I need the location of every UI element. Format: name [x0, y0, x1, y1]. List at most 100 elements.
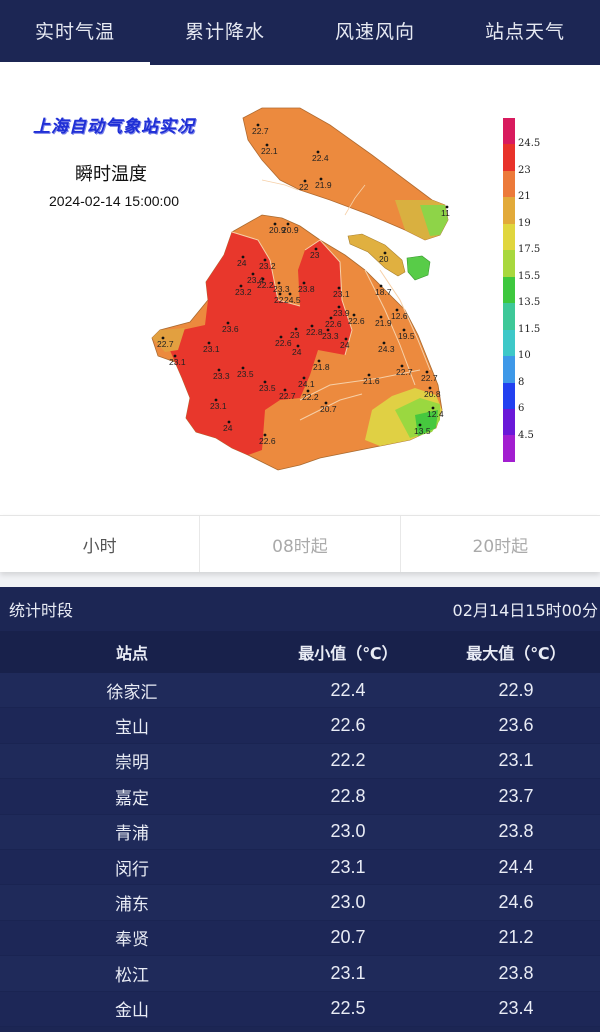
station-value: 22.2 — [302, 392, 319, 402]
station-dot — [402, 328, 406, 332]
stats-panel: 统计时段 02月14日15时00分 站点 最小值（℃） 最大值（℃） 徐家汇 22… — [0, 587, 600, 1032]
station-dot — [226, 321, 230, 325]
station-dot — [286, 222, 290, 226]
station-dot — [302, 376, 306, 380]
stats-period-bar: 统计时段 02月14日15时00分 — [0, 587, 600, 631]
tab-wind[interactable]: 风速风向 — [300, 0, 450, 65]
table-row: 奉贤 20.7 21.2 — [0, 920, 600, 957]
min-value: 23.0 — [330, 821, 366, 842]
station-value: 23.3 — [273, 284, 290, 294]
map-title: 上海自动气象站实况 — [33, 117, 195, 137]
header-max: 最大值（℃） — [466, 644, 566, 663]
period-label: 统计时段 — [9, 601, 74, 620]
station-dot — [445, 205, 449, 209]
station-value: 22.7 — [279, 391, 296, 401]
station-value: 23.6 — [222, 324, 239, 334]
subtab-hourly[interactable]: 小时 — [0, 516, 201, 572]
station-value: 23.1 — [169, 357, 186, 367]
table-row: 青浦 23.0 23.8 — [0, 814, 600, 850]
station-value: 23.1 — [333, 289, 350, 299]
station-dot — [310, 324, 314, 328]
station-markers: 22.7 22.1 22.4 22 21.9 11 20.920.9 23 24 23.2 20 23… — [157, 123, 450, 446]
station-value: 12.6 — [391, 311, 408, 321]
station-value: 22.7 — [157, 339, 174, 349]
station-dot — [161, 336, 165, 340]
station-dot — [227, 420, 231, 424]
legend-label: 23 — [518, 164, 531, 176]
tab-station-weather[interactable]: 站点天气 — [450, 0, 600, 65]
station-value: 23.4 — [247, 275, 264, 285]
tab-label: 累计降水 — [184, 21, 265, 43]
station-dot — [173, 354, 177, 358]
station-dot — [279, 335, 283, 339]
station-value: 23.3 — [213, 371, 230, 381]
station-dot — [379, 284, 383, 288]
station-dot — [317, 359, 321, 363]
max-value: 22.9 — [498, 679, 534, 700]
map-datetime: 2024-02-14 15:00:00 — [49, 193, 179, 209]
subtab-from-20[interactable]: 20时起 — [401, 516, 600, 572]
station-value: 23.9 — [333, 308, 350, 318]
table-row: 嘉定 22.8 23.7 — [0, 779, 600, 815]
legend-swatch — [503, 303, 515, 330]
station-dot — [302, 281, 306, 285]
station-value: 24 — [223, 423, 233, 433]
legend-label: 10 — [518, 350, 531, 362]
legend-label: 6 — [518, 403, 525, 415]
min-value: 20.7 — [330, 927, 366, 948]
station-value: 23.1 — [203, 344, 220, 354]
table-row: 闵行 23.1 24.4 — [0, 849, 600, 886]
max-value: 23.4 — [498, 998, 534, 1019]
min-value: 22.4 — [330, 679, 366, 700]
legend-swatch — [503, 435, 515, 462]
tab-accumulated-precip[interactable]: 累计降水 — [150, 0, 300, 65]
table-row: 崇明 22.2 23.1 — [0, 743, 600, 780]
max-value: 23.8 — [498, 962, 534, 983]
station-dot — [319, 177, 323, 181]
subtab-from-08[interactable]: 08时起 — [200, 516, 401, 572]
station-value: 22.6 — [275, 338, 292, 348]
station-dot — [383, 251, 387, 255]
legend-label: 15.5 — [518, 270, 541, 282]
table-row: 浦东 23.0 24.6 — [0, 885, 600, 921]
station-value: 22.2 — [257, 280, 274, 290]
color-legend — [503, 118, 515, 462]
station-value: 22.1 — [261, 146, 278, 156]
station-value: 20.9 — [269, 225, 286, 235]
legend-label: 24.5 — [518, 138, 541, 150]
station-value: 22 — [299, 182, 309, 192]
station-name: 徐家汇 — [106, 682, 158, 703]
station-name: 宝山 — [115, 718, 149, 739]
station-dot — [395, 308, 399, 312]
legend-swatch — [503, 408, 515, 436]
station-value: 20.7 — [320, 404, 337, 414]
station-dot — [251, 272, 255, 276]
station-dot — [241, 255, 245, 259]
station-value: 23.5 — [237, 369, 254, 379]
station-value: 23.3 — [322, 331, 339, 341]
legend-swatch — [503, 250, 515, 277]
station-value: 22.6 — [259, 436, 276, 446]
table-row: 金山 22.5 23.4 — [0, 991, 600, 1027]
station-value: 24 — [340, 340, 350, 350]
station-dot — [352, 313, 356, 317]
min-value: 22.6 — [330, 715, 366, 736]
max-value: 23.1 — [498, 750, 534, 771]
station-name: 崇明 — [115, 753, 149, 774]
station-value: 19.5 — [398, 331, 415, 341]
station-dot — [214, 398, 218, 402]
station-value: 11 — [441, 208, 450, 218]
legend-swatch — [503, 356, 515, 383]
station-name: 金山 — [115, 1001, 149, 1022]
legend-swatch — [503, 118, 515, 145]
station-dot — [277, 281, 281, 285]
legend-label: 4.5 — [518, 429, 534, 441]
station-value: 22 — [274, 295, 284, 305]
station-dot — [337, 305, 341, 309]
station-value: 21.6 — [363, 376, 380, 386]
station-dot — [329, 316, 333, 320]
top-nav: 实时气温 累计降水 风速风向 站点天气 — [0, 0, 600, 65]
max-value: 23.7 — [498, 785, 534, 806]
tab-realtime-temp[interactable]: 实时气温 — [0, 0, 150, 65]
header-min: 最小值（℃） — [298, 644, 398, 663]
